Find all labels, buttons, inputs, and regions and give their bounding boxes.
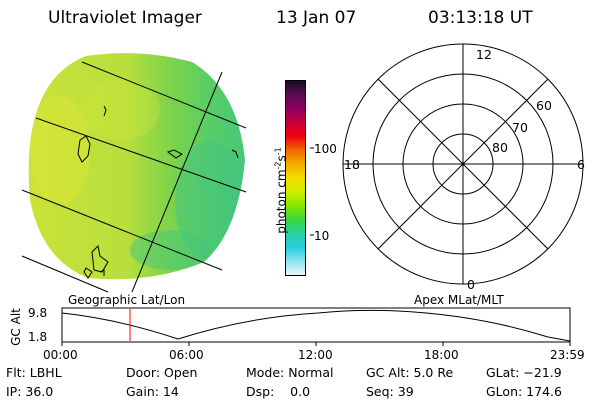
altitude-strip-plot [61,307,571,346]
geographic-grid [21,61,247,293]
gc-alt-axis-label: GC Alt [9,308,23,346]
uv-earth-image [21,53,247,293]
status-seq: Seq: 39 [366,384,414,399]
status-dsp: Dsp: 0.0 [246,384,311,399]
status-glat: GLat: −21.9 [486,365,562,380]
time-tick-0600: 06:00 [169,348,204,362]
uv-intensity-blotches [30,80,245,270]
mlat-label-60: 60 [536,98,552,113]
time-tick-2359: 23:59 [550,348,585,362]
colorbar-tick-100: 100 [314,142,337,156]
intensity-colorbar [285,80,306,276]
time-tick-1200: 12:00 [298,348,333,362]
altitude-curve [61,309,571,342]
status-ip: IP: 36.0 [6,384,54,399]
mlt-label-0: 0 [467,277,475,292]
mlat-label-80: 80 [492,140,508,155]
status-filter: Flt: LBHL [6,365,62,380]
status-gc-alt: GC Alt: 5.0 Re [366,365,454,380]
map-caption: Geographic Lat/Lon [68,293,186,307]
apex-polar-plot [342,43,584,285]
mlt-label-12: 12 [476,47,492,62]
colorbar-unit-label: photon cm-2s-1 [273,147,289,234]
time-tick-0000: 00:00 [43,348,78,362]
colorbar-tick-marks [310,147,314,236]
observation-time: 03:13:18 UT [428,8,533,28]
time-tick-1800: 18:00 [424,348,459,362]
status-glon: GLon: 174.6 [486,384,562,399]
mlt-label-6: 6 [577,157,585,172]
alt-tick-1-8: 1.8 [28,330,48,344]
status-gain: Gain: 14 [126,384,179,399]
status-door: Door: Open [126,365,198,380]
colorbar-tick-10: 10 [314,229,330,243]
mlat-label-70: 70 [512,120,528,135]
status-mode: Mode: Normal [246,365,334,380]
coastlines [77,105,239,279]
alt-tick-9-8: 9.8 [28,306,48,320]
observation-date: 13 Jan 07 [276,8,357,28]
mlt-label-18: 18 [344,157,360,172]
polar-caption: Apex MLat/MLT [414,293,504,307]
uv-disc [28,53,245,280]
instrument-title: Ultraviolet Imager [48,8,202,28]
